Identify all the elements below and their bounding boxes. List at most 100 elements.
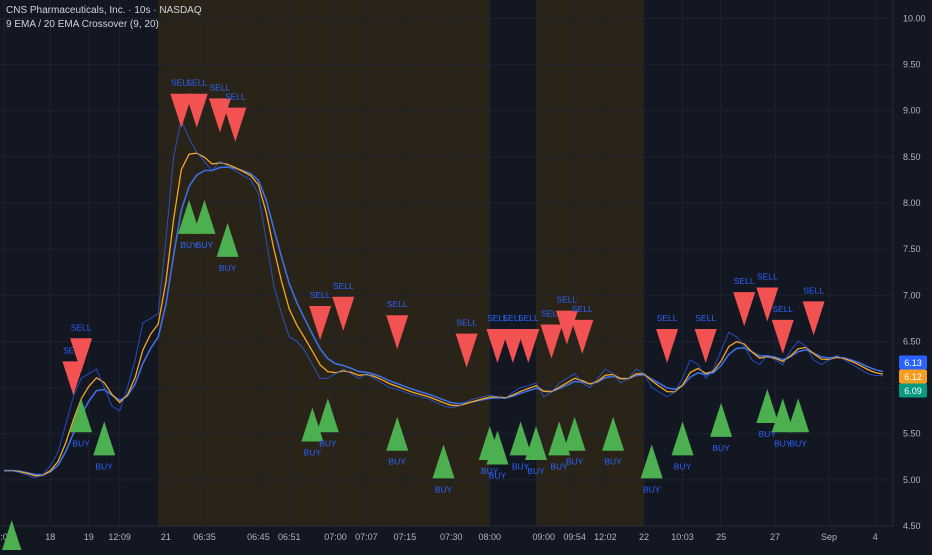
sell-marker-34 [694, 329, 717, 364]
sell-marker-21 [501, 329, 524, 364]
sell-label-19: SELL [456, 318, 477, 328]
sell-marker-28 [555, 310, 578, 345]
x-tick-label-13: 09:00 [532, 532, 555, 542]
buy-marker-10 [193, 199, 216, 234]
buy-label-41: BUY [712, 443, 730, 453]
buy-marker-15 [316, 398, 339, 433]
x-tick-label-5: 06:35 [193, 532, 216, 542]
buy-marker-4 [93, 421, 116, 456]
sell-marker-7 [208, 98, 231, 133]
buy-label-23: BUY [481, 466, 499, 476]
last-price-badge: 6.13 [904, 358, 922, 368]
chart-legend: CNS Pharmaceuticals, Inc. · 10s · NASDAQ… [6, 4, 202, 32]
sell-marker-38 [756, 287, 779, 322]
symbol-title: CNS Pharmaceuticals, Inc. · 10s · NASDAQ [6, 5, 202, 16]
y-tick-label-10: 9.50 [903, 60, 921, 70]
y-tick-label-7: 8.00 [903, 198, 921, 208]
x-tick-label-6: 06:45 [247, 532, 270, 542]
sell-marker-20 [486, 329, 509, 364]
buy-marker-18 [432, 444, 455, 479]
x-tick-label-7: 06:51 [278, 532, 301, 542]
sell-label-34: SELL [695, 313, 716, 323]
y-tick-label-5: 7.00 [903, 290, 921, 300]
sell-label-39: SELL [772, 304, 793, 314]
buy-label-17: BUY [388, 457, 406, 467]
x-tick-label-3: 12:09 [108, 532, 131, 542]
x-tick-label-2: 19 [84, 532, 94, 542]
sell-marker-16 [386, 315, 409, 350]
sell-marker-39 [771, 319, 794, 354]
sell-label-1: SELL [63, 345, 84, 355]
ema-slow-line [4, 166, 884, 476]
sell-marker-33 [656, 329, 679, 364]
sell-marker-8 [224, 107, 247, 142]
ema-fast-line [4, 152, 884, 477]
buy-label-14: BUY [304, 447, 322, 457]
sell-label-38: SELL [757, 272, 778, 282]
buy-marker-41 [710, 402, 733, 437]
buy-marker-14 [301, 407, 324, 442]
buy-label-43: BUY [774, 438, 792, 448]
buy-label-3: BUY [72, 438, 90, 448]
sell-label-7: SELL [209, 82, 230, 92]
sell-label-40: SELL [803, 285, 824, 295]
buy-label-11: BUY [219, 263, 237, 273]
sell-marker-29 [571, 319, 594, 354]
sell-label-28: SELL [556, 295, 577, 305]
x-tick-label-21: 4 [873, 532, 878, 542]
sell-label-2: SELL [71, 322, 92, 332]
sell-label-6: SELL [186, 78, 207, 88]
buy-label-44: BUY [789, 438, 807, 448]
buy-label-10: BUY [196, 240, 214, 250]
ema-fast-badge: 6.12 [904, 372, 922, 382]
buy-label-26: BUY [527, 466, 545, 476]
x-tick-label-20: Sep [821, 532, 837, 542]
x-tick-label-11: 07:30 [440, 532, 463, 542]
buy-label-30: BUY [550, 461, 568, 471]
sell-marker-40 [802, 301, 825, 336]
buy-label-15: BUY [319, 438, 337, 448]
buy-label-36: BUY [674, 461, 692, 471]
buy-marker-9 [178, 199, 201, 234]
buy-label-4: BUY [95, 461, 113, 471]
sell-marker-6 [185, 93, 208, 128]
ema-slow-badge: 6.09 [904, 386, 922, 396]
buy-marker-25 [509, 421, 532, 456]
buy-label-32: BUY [604, 457, 622, 467]
indicator-title: 9 EMA / 20 EMA Crossover (9, 20) [6, 19, 159, 30]
buy-marker-42 [756, 389, 779, 424]
buy-marker-26 [525, 425, 548, 460]
x-tick-label-4: 21 [161, 532, 171, 542]
sell-marker-19 [455, 333, 478, 368]
ema-slow-badge-bg [899, 383, 927, 398]
x-tick-label-17: 10:03 [671, 532, 694, 542]
sell-label-29: SELL [572, 304, 593, 314]
sell-label-16: SELL [387, 299, 408, 309]
x-tick-label-14: 09:54 [563, 532, 586, 542]
buy-label-35: BUY [643, 484, 661, 494]
buy-marker-17 [386, 416, 409, 451]
x-tick-label-19: 27 [770, 532, 780, 542]
y-tick-label-0: 4.50 [903, 521, 921, 531]
sell-marker-2 [70, 338, 93, 373]
y-tick-label-1: 5.00 [903, 475, 921, 485]
buy-label-31: BUY [566, 457, 584, 467]
sell-label-37: SELL [734, 276, 755, 286]
buy-marker-31 [563, 416, 586, 451]
buy-label-42: BUY [759, 429, 777, 439]
ema-fast-badge-bg [899, 369, 927, 384]
x-tick-label-18: 25 [716, 532, 726, 542]
y-tick-label-8: 8.50 [903, 152, 921, 162]
sell-marker-12 [309, 305, 332, 340]
buy-marker-44 [787, 398, 810, 433]
buy-label-25: BUY [512, 461, 530, 471]
buy-marker-36 [671, 421, 694, 456]
y-tick-label-6: 7.50 [903, 244, 921, 254]
x-tick-label-9: 07:07 [355, 532, 378, 542]
sell-label-27: SELL [541, 308, 562, 318]
x-tick-label-10: 07:15 [394, 532, 417, 542]
y-tick-label-4: 6.50 [903, 336, 921, 346]
last-price-badge-bg [899, 355, 927, 370]
